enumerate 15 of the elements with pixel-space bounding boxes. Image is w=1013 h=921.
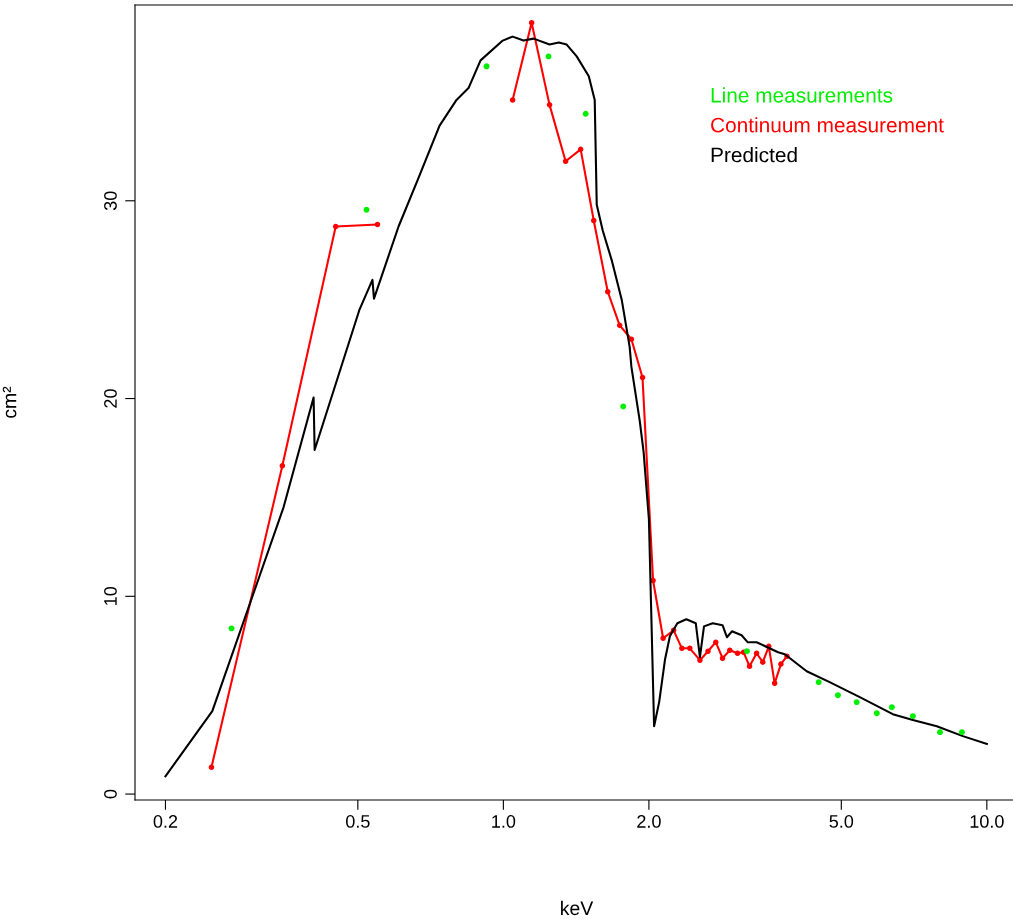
x-tick-label: 5.0 — [829, 815, 854, 828]
x-tick-label: 0.2 — [153, 815, 178, 828]
y-axis-title: cm² — [2, 386, 17, 418]
x-tick-label: 0.5 — [346, 815, 370, 828]
x-axis-title: keV — [561, 900, 594, 916]
text: Predicted — [711, 147, 797, 163]
y-tick-label: 30 — [104, 191, 117, 211]
x-tick-label: 2.0 — [637, 815, 661, 828]
x-tick-label: 10.0 — [970, 815, 1004, 828]
y-tick-label: 20 — [104, 389, 117, 408]
text: Line measurements — [711, 87, 893, 103]
y-tick-label: 0 — [104, 789, 117, 799]
y-tick-label: 10 — [104, 586, 117, 605]
x-tick-label: 1.0 — [492, 815, 516, 828]
text: Continuum measurement — [711, 117, 944, 133]
